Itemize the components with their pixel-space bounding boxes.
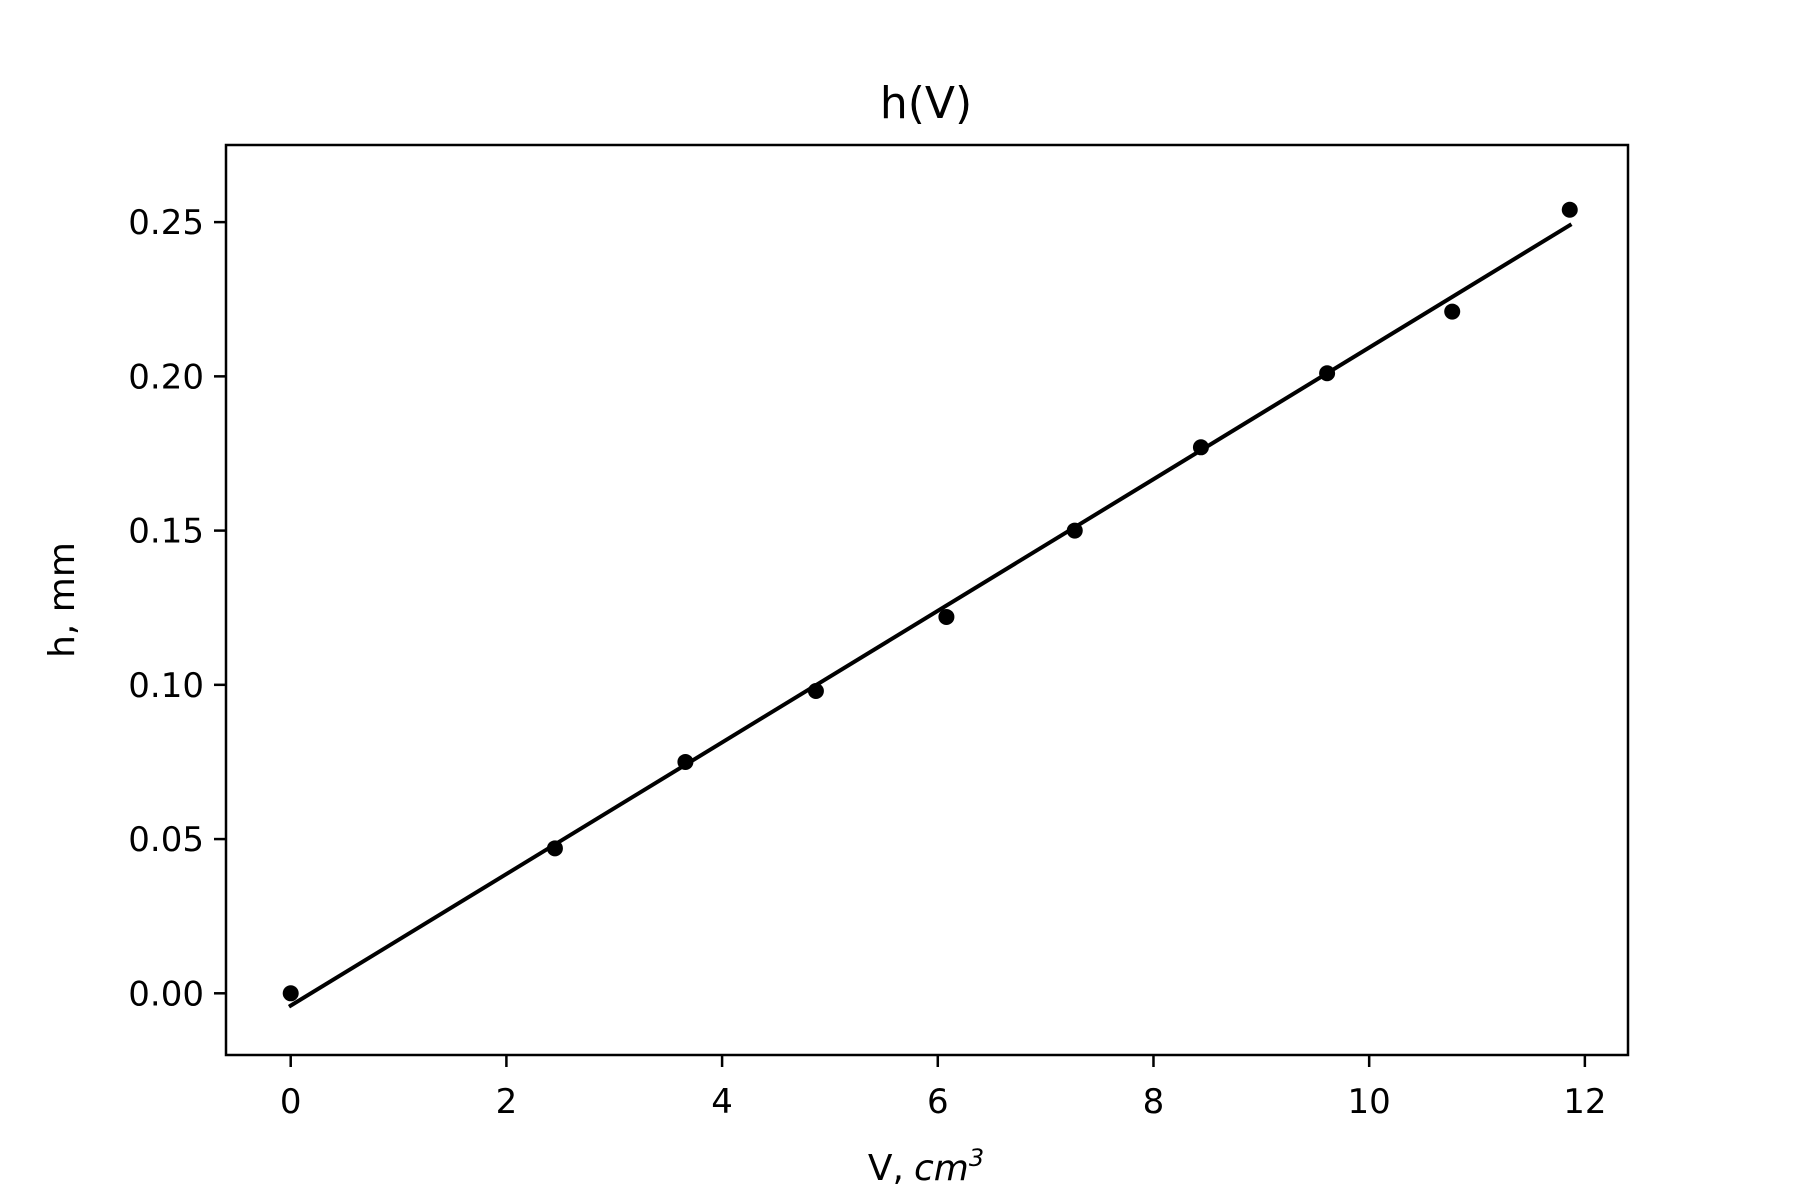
x-tick-label: 8 <box>1143 1082 1165 1122</box>
data-point <box>677 753 694 770</box>
chart-title: h(V) <box>880 78 972 129</box>
y-tick-label: 0.25 <box>128 203 204 243</box>
y-tick-label: 0.15 <box>128 512 204 552</box>
x-tick-label: 2 <box>496 1082 518 1122</box>
data-point <box>1066 522 1083 539</box>
x-tick-label: 4 <box>711 1082 733 1122</box>
y-axis-label: h, mm <box>42 542 83 658</box>
x-tick-label: 0 <box>280 1082 302 1122</box>
data-point <box>938 608 955 625</box>
x-tick-label: 10 <box>1348 1082 1391 1122</box>
y-axis-ticks: 0.00 0.05 0.10 0.15 0.20 0.25 <box>128 203 226 1014</box>
data-point <box>546 840 563 857</box>
y-tick-label: 0.05 <box>128 820 204 860</box>
y-tick-label: 0.00 <box>128 974 204 1014</box>
data-point <box>807 683 824 699</box>
fit-line <box>287 222 1573 1009</box>
plot-frame <box>224 143 1630 1057</box>
data-point <box>1319 365 1336 382</box>
fit-line-group <box>287 222 1573 1009</box>
y-tick-label: 0.10 <box>128 666 204 706</box>
data-point <box>1561 201 1578 218</box>
x-tick-label: 6 <box>927 1082 949 1122</box>
data-point <box>282 985 299 1002</box>
data-point <box>1192 439 1209 456</box>
x-axis-label-main: V, <box>868 1148 904 1189</box>
x-tick-label: 12 <box>1563 1082 1606 1122</box>
x-axis-ticks: 0 2 4 6 8 10 12 <box>280 1055 1606 1122</box>
x-axis-label-unit: cm <box>914 1148 969 1189</box>
x-axis-label-sup: 3 <box>969 1144 984 1172</box>
data-points <box>282 201 1578 1002</box>
x-axis-label: V, cm3 <box>868 1144 984 1189</box>
y-tick-label: 0.20 <box>128 357 204 397</box>
data-point <box>1444 303 1461 320</box>
